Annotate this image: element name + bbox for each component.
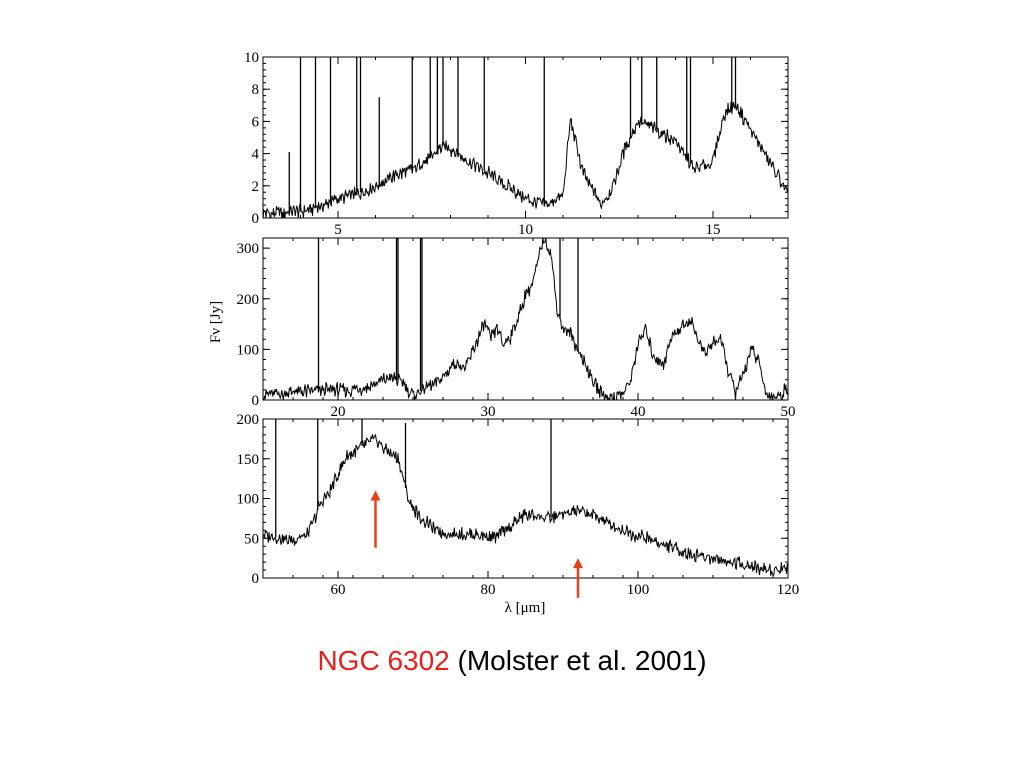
x-tick-label: 60: [331, 582, 346, 598]
plot-frame: [262, 237, 789, 401]
y-tick-label: 8: [252, 82, 260, 98]
y-tick-label: 0: [252, 211, 260, 227]
spectrum-line: [263, 434, 788, 576]
y-tick-label: 200: [237, 292, 260, 308]
spectrum-line: [263, 101, 788, 218]
x-tick-label: 100: [627, 582, 650, 598]
plot-frame: [262, 418, 789, 579]
y-tick-label: 6: [252, 114, 260, 130]
x-tick-label: 40: [631, 404, 646, 420]
feature-arrow-head: [370, 490, 381, 501]
panel-bottom: 60 80 100 120 0 50 100 150 200: [237, 412, 800, 598]
x-axis-label: λ [μm]: [505, 600, 546, 616]
x-tick-label: 20: [331, 404, 346, 420]
spectrum-line: [263, 238, 788, 400]
x-tick-label: 10: [518, 222, 533, 238]
x-tick-label: 80: [481, 582, 496, 598]
y-tick-label: 0: [252, 571, 260, 587]
y-tick-label: 50: [244, 531, 259, 547]
x-tick-label: 5: [334, 222, 342, 238]
y-tick-label: 300: [237, 241, 260, 257]
object-name: NGC 6302: [317, 645, 450, 676]
y-axis-label: Fν [Jy]: [208, 301, 224, 343]
x-tick-label: 30: [481, 404, 496, 420]
panel-middle: 20 30 40 50 0 100 200 300: [237, 237, 796, 420]
y-tick-label: 150: [237, 452, 260, 468]
y-tick-label: 100: [237, 342, 260, 358]
y-tick-label: 4: [252, 147, 260, 163]
y-tick-label: 0: [252, 393, 260, 409]
feature-arrow-head: [573, 558, 583, 569]
x-tick-label: 50: [781, 404, 796, 420]
panel-top: 5 10 15 0 2 4 6 8 10: [244, 50, 789, 238]
x-tick-label: 15: [706, 222, 721, 238]
y-tick-label: 10: [244, 50, 259, 66]
y-tick-label: 100: [237, 492, 260, 508]
y-tick-label: 200: [237, 412, 260, 428]
x-tick-label: 120: [777, 582, 800, 598]
reference-citation: (Molster et al. 2001): [457, 645, 707, 676]
y-tick-label: 2: [252, 179, 260, 195]
figure-caption: NGC 6302 (Molster et al. 2001): [0, 645, 1024, 677]
